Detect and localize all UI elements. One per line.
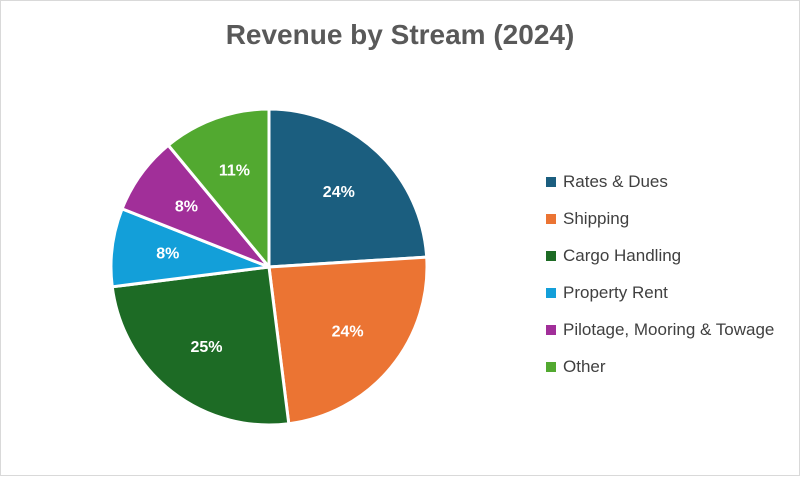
legend-swatch [546, 361, 556, 372]
data-label-property-rent: 8% [156, 246, 179, 263]
chart-title: Revenue by Stream (2024) [225, 19, 575, 50]
legend-item-pilotage-mooring-towage: Pilotage, Mooring & Towage [546, 311, 774, 348]
pie-slice-cargo-handling [110, 265, 291, 427]
data-label-pilotage-mooring-towage: 8% [175, 199, 198, 216]
pie-slice-other [166, 107, 271, 269]
legend-label: Pilotage, Mooring & Towage [563, 319, 775, 339]
legend-swatch [546, 213, 556, 224]
data-label-other: 11% [219, 163, 250, 180]
legend-label: Other [563, 356, 606, 376]
legend-swatch [546, 324, 556, 335]
legend-item-other: Other [546, 348, 774, 385]
pie-slice-shipping [267, 255, 429, 426]
data-label-rates-dues: 24% [323, 184, 355, 201]
legend-label: Cargo Handling [563, 245, 682, 265]
legend-swatch [546, 287, 556, 298]
pie-slice-rates-dues [267, 107, 429, 269]
legend-label: Property Rent [563, 282, 668, 302]
legend-item-rates-dues: Rates & Dues [546, 163, 774, 200]
data-label-cargo-handling: 25% [190, 339, 222, 356]
legend-label: Rates & Dues [563, 171, 668, 191]
chart-legend: Rates & Dues Shipping Cargo Handling Proper… [546, 163, 774, 385]
legend-item-cargo-handling: Cargo Handling [546, 237, 774, 274]
legend-swatch [546, 250, 556, 261]
data-label-shipping: 24% [332, 324, 364, 341]
legend-item-property-rent: Property Rent [546, 274, 774, 311]
legend-label: Shipping [563, 208, 630, 228]
legend-swatch [546, 176, 556, 187]
legend-item-shipping: Shipping [546, 200, 774, 237]
